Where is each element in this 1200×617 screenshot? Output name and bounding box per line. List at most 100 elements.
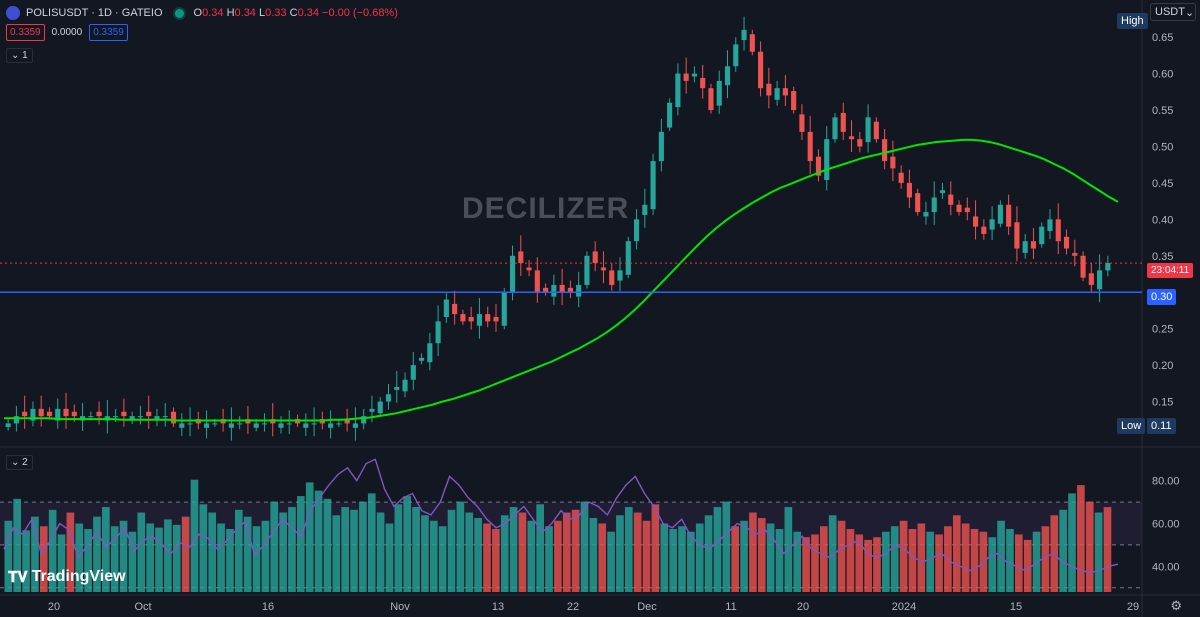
candle-body (989, 219, 995, 230)
candle-body (973, 216, 979, 227)
volume-bar (1006, 528, 1014, 592)
candle (137, 405, 143, 425)
candle-body (419, 357, 425, 361)
candle (394, 370, 400, 403)
candle (766, 67, 772, 109)
candle-body (361, 416, 367, 424)
candle-body (385, 394, 392, 402)
volume-bar (864, 539, 872, 592)
volume-bar (217, 523, 225, 592)
volume-bar (367, 493, 376, 592)
horizontal-line-price-tag[interactable]: 0.30 (1147, 289, 1177, 305)
candle (30, 401, 36, 427)
candle-body (840, 112, 846, 132)
candle (1006, 194, 1012, 235)
candle (1030, 228, 1037, 260)
volume-bar (39, 526, 48, 592)
candle-body (592, 251, 598, 264)
candle (807, 115, 813, 174)
candle-body (667, 102, 673, 128)
volume-bar (199, 504, 208, 592)
price-axis-tick: 0.20 (1152, 360, 1173, 372)
candle (526, 260, 532, 277)
time-axis-tick: 2024 (892, 601, 916, 613)
countdown-tag: 23:04:11 (1147, 263, 1194, 278)
candle-body (427, 343, 433, 363)
candle-body (154, 416, 160, 421)
watermark: DECILIZER (462, 192, 630, 225)
candle-body (170, 411, 177, 424)
candle (840, 102, 846, 141)
candle-body (625, 241, 631, 275)
candle-body (55, 408, 61, 421)
candle (501, 287, 507, 330)
candle-body (782, 88, 788, 96)
volume-bar (704, 515, 713, 592)
candle-body (551, 284, 557, 297)
bid-price-box[interactable]: 0.3359 (6, 24, 45, 41)
candle (658, 118, 664, 172)
candle (567, 280, 573, 299)
indicator-pane-legend-toggle[interactable]: ⌄ 2 (6, 455, 33, 470)
volume-bar (243, 516, 252, 592)
volume-bar (580, 501, 589, 592)
candle (96, 401, 102, 425)
gear-icon[interactable]: ⚙ (1170, 598, 1182, 613)
candle-body (352, 423, 358, 428)
candle-body (939, 190, 946, 194)
candle (774, 80, 780, 106)
candle (63, 392, 69, 429)
volume-bar (651, 504, 660, 592)
volume-bar (474, 518, 482, 592)
candle-body (848, 136, 855, 140)
symbol-title[interactable]: POLISUSDT · 1D · GATEIO (26, 7, 163, 19)
main-pane-legend-toggle[interactable]: ⌄ 1 (6, 48, 33, 63)
candle (485, 306, 491, 328)
volume-bar (518, 512, 527, 592)
volume-bar (341, 507, 349, 592)
candle-body (493, 317, 499, 322)
candle (923, 201, 929, 225)
candle (609, 263, 615, 291)
candle (187, 407, 193, 437)
candle (898, 165, 904, 189)
volume-bar (110, 526, 119, 592)
volume-bar (4, 520, 13, 592)
candle-body (981, 226, 987, 234)
price-axis-tick: 0.40 (1152, 214, 1173, 226)
candle-body (460, 314, 466, 322)
candle (104, 400, 110, 434)
volume-bar (234, 509, 243, 592)
volume-bar (890, 526, 899, 592)
ask-price-box[interactable]: 0.3359 (89, 24, 128, 41)
candle (799, 104, 805, 141)
candle-body (1105, 263, 1111, 271)
candle-body (204, 423, 210, 428)
candle (724, 50, 731, 99)
tradingview-logo[interactable]: 𝐓𝐕 TradingView (8, 568, 126, 586)
candle (1063, 229, 1070, 255)
candle (179, 413, 185, 436)
candle (419, 353, 425, 365)
candle (154, 408, 160, 427)
candle-body (815, 156, 822, 176)
volume-bar (1094, 512, 1103, 592)
time-axis-tick: 15 (1010, 601, 1022, 613)
time-axis-tick: 20 (48, 601, 60, 613)
candle (733, 37, 739, 73)
candle-body (311, 423, 317, 425)
candle-body (443, 299, 449, 318)
candle (758, 41, 764, 97)
candle-body (931, 197, 937, 213)
candle-body (113, 416, 119, 418)
volume-bar (802, 537, 810, 592)
candle (1080, 251, 1086, 282)
candle-body (187, 423, 193, 425)
currency-select[interactable]: USDT ⌄ (1150, 3, 1196, 21)
candle (882, 128, 888, 170)
candle (948, 181, 954, 216)
volume-bar (687, 531, 695, 592)
volume-bar (988, 537, 997, 592)
ohlc-readout: O0.34 H0.34 L0.33 C0.34 −0.00 (−0.68%) (193, 7, 398, 19)
